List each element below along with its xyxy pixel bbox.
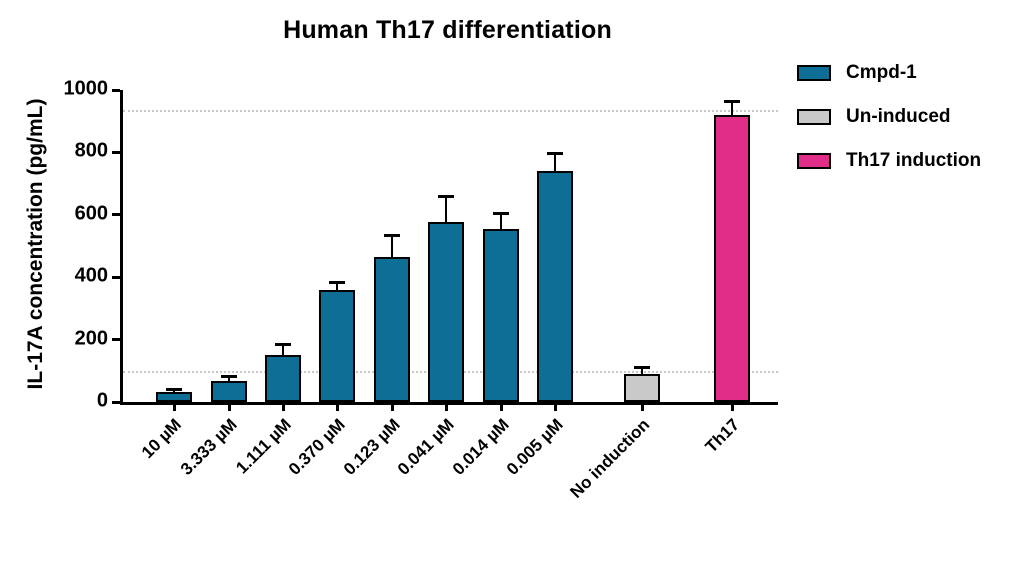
error-bar-stem — [391, 235, 393, 263]
legend-swatch — [797, 109, 831, 125]
x-axis-tick — [499, 402, 503, 411]
bar — [537, 171, 573, 402]
y-axis-tick — [112, 150, 120, 154]
error-bar-cap — [724, 99, 740, 103]
y-axis-tick — [112, 213, 120, 217]
x-axis-tick — [172, 402, 176, 411]
legend-swatch — [797, 65, 831, 81]
y-tick-label: 0 — [96, 389, 108, 412]
error-bar-cap — [166, 387, 182, 391]
error-bar-stem — [500, 214, 502, 235]
bar — [374, 256, 410, 402]
y-axis-tick — [112, 338, 120, 342]
legend-label: Cmpd-1 — [846, 62, 917, 83]
x-tick-label-text: No induction — [566, 415, 654, 502]
legend-item: Un-induced — [797, 106, 981, 128]
error-bar-cap — [275, 343, 291, 347]
plot-area: 0 200 400 600 800 1000 10 µM 3.333 µM 1.111 µM 0.… — [64, 78, 778, 502]
x-axis-tick — [640, 402, 644, 411]
error-bar-stem — [554, 153, 556, 178]
legend-swatch — [797, 153, 831, 169]
x-tick-label-text: 1.111 µM — [231, 415, 295, 478]
y-axis-tick — [112, 88, 120, 92]
error-bar-stem — [731, 101, 733, 121]
error-bar-cap — [221, 375, 237, 379]
y-tick-label: 1000 — [63, 77, 109, 100]
bar — [624, 373, 660, 402]
legend-label: Th17 induction — [846, 150, 982, 171]
bar — [319, 289, 355, 402]
x-tick-label-text: 0.005 µM — [502, 415, 567, 479]
x-axis-tick — [553, 402, 557, 411]
error-bar-cap — [493, 212, 509, 216]
x-tick-label-text: 0.041 µM — [393, 415, 458, 479]
bar — [211, 380, 247, 402]
y-tick-label: 800 — [74, 139, 108, 162]
chart-title: Human Th17 differentiation — [283, 16, 612, 44]
x-axis-tick — [730, 402, 734, 411]
x-tick-label-text: 0.123 µM — [339, 415, 404, 479]
error-bar-stem — [282, 345, 284, 362]
x-tick-label-text: 0.370 µM — [284, 415, 349, 479]
bar — [265, 355, 301, 402]
error-bar-stem — [445, 196, 447, 228]
y-tick-label: 200 — [74, 327, 108, 350]
y-tick-label: 600 — [74, 202, 108, 225]
legend-item: Cmpd-1 — [797, 62, 981, 84]
y-tick-label: 400 — [74, 264, 108, 287]
x-axis-tick — [444, 402, 448, 411]
bar — [714, 114, 750, 402]
x-tick-label-text: 0.014 µM — [448, 415, 513, 479]
y-axis-label: IL-17A concentration (pg/mL) — [24, 98, 47, 390]
error-bar-cap — [329, 280, 345, 284]
bar — [428, 221, 464, 402]
error-bar-cap — [634, 365, 650, 369]
reference-line — [123, 110, 778, 113]
error-bar-cap — [438, 194, 454, 198]
legend-item: Th17 induction — [797, 150, 981, 172]
x-axis-tick — [390, 402, 394, 411]
legend-label: Un-induced — [846, 106, 951, 127]
x-axis-tick — [335, 402, 339, 411]
x-axis-tick — [281, 402, 285, 411]
legend: Cmpd-1 Un-induced Th17 induction — [797, 62, 981, 194]
error-bar-cap — [547, 151, 563, 155]
error-bar-cap — [384, 233, 400, 237]
error-bar-stem — [641, 367, 643, 380]
y-axis-tick — [112, 400, 120, 404]
bar — [483, 228, 519, 402]
x-tick-label-text: Th17 — [701, 415, 744, 457]
error-bar-stem — [336, 282, 338, 296]
x-tick-label-text: 10 µM — [138, 415, 186, 463]
x-axis-tick — [227, 402, 231, 411]
y-axis-tick — [112, 275, 120, 279]
x-tick-label-text: 3.333 µM — [176, 415, 241, 479]
bar — [156, 392, 192, 402]
